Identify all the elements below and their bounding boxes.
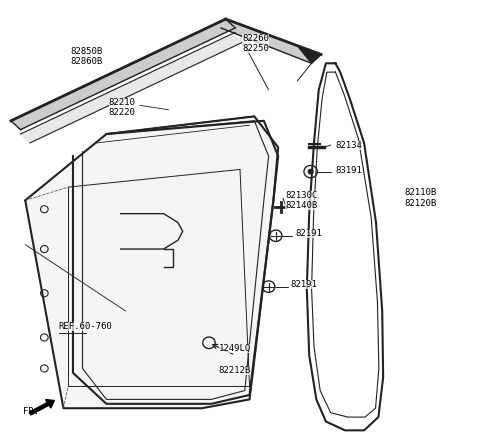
Text: 82191: 82191 <box>295 229 322 238</box>
Text: 82134: 82134 <box>336 141 362 150</box>
Text: 82191: 82191 <box>290 280 317 289</box>
Polygon shape <box>21 32 245 143</box>
FancyArrow shape <box>29 400 54 415</box>
Polygon shape <box>297 45 321 63</box>
Polygon shape <box>221 19 321 63</box>
Circle shape <box>308 170 313 174</box>
Polygon shape <box>25 116 278 408</box>
Text: 82110B
82120B: 82110B 82120B <box>405 189 437 208</box>
Text: 1249LQ: 1249LQ <box>218 344 251 353</box>
Polygon shape <box>11 19 235 129</box>
Text: FR.: FR. <box>23 407 39 416</box>
Text: 82210
82220: 82210 82220 <box>109 98 136 117</box>
Text: 82850B
82860B: 82850B 82860B <box>71 47 103 66</box>
Text: 83191: 83191 <box>336 166 362 175</box>
Text: 82212B: 82212B <box>218 366 251 375</box>
Text: 82260
82250: 82260 82250 <box>242 34 269 53</box>
Text: 82130C
82140B: 82130C 82140B <box>285 191 318 210</box>
Text: REF.60-760: REF.60-760 <box>59 322 112 331</box>
